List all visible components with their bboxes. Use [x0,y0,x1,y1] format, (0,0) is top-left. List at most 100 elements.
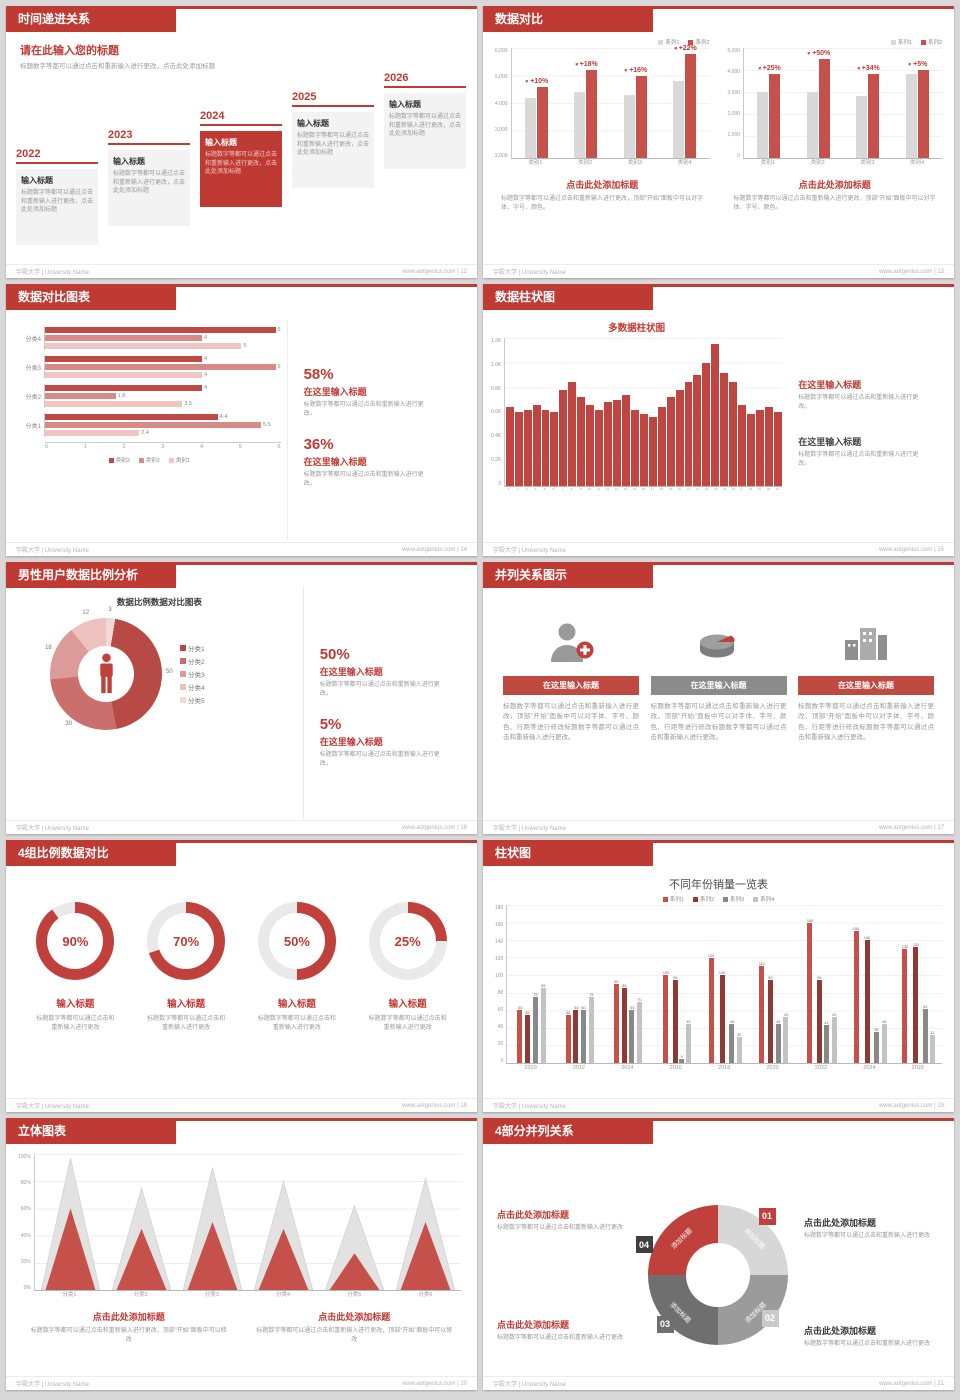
gauge-label: 输入标题 [167,999,206,1010]
column-desc: 标题数字等都可以通过点击和重新输入进行更改，顶部“开始”面板中可以对字体、字号、… [650,703,787,742]
bar-value-label: 45 [882,1019,887,1024]
x-tick-label: 3 [525,488,528,492]
slide-footer: 宇殿大学 | University Name www.aotgenius.com… [6,542,477,556]
bar [686,1023,692,1063]
bar-value-label: 30 [737,1032,742,1037]
bar [768,979,774,1063]
stat-desc: 标题数字等都可以通过点击和重新输入进行更改。 [303,471,424,487]
bar-group [550,338,559,486]
block-desc: 标题数字等都可以通过点击和重新输入进行更改。 [798,395,919,411]
slide-footer: 宇殿大学 | University Name www.aotgenius.com… [483,820,954,834]
bar-value-label: 95 [768,975,773,980]
x-tick-label: 2016 [669,1065,682,1071]
bar [523,409,532,486]
panel-heading: 点击此处添加标题 [566,180,639,190]
timeline-year: 2024 [200,110,225,122]
male-person-icon [99,653,113,694]
bar [868,74,880,158]
bar-group [586,338,595,486]
bar [45,393,116,399]
plot-area [33,1154,461,1291]
bar-value-label: 62 [922,1004,928,1009]
label-bar: 在这里输入标题 [503,676,639,695]
bar [45,364,276,370]
segment-value-label: 3 [108,607,112,614]
timeline-card-title: 输入标题 [297,119,329,128]
y-tick-label: 60 [497,1007,504,1013]
bar-value-label: 52 [832,1013,837,1018]
bar-value-label: 5 [243,343,247,349]
footer-right: www.aotgenius.com | 15 [879,546,944,553]
footer-right: www.aotgenius.com | 12 [402,268,467,275]
x-tick-label: 19 [668,488,673,492]
bar [757,92,769,158]
gauge-label: 输入标题 [388,999,427,1010]
bar-group [532,338,541,486]
bar-group [675,338,684,486]
bar-group [568,338,577,486]
x-tick-label: 2 [516,488,519,492]
panel-heading: 点击此处添加标题 [798,180,871,190]
legend-swatch [920,39,926,45]
growth-text: +16% [629,66,648,74]
timeline-card-desc: 标题数字等都可以通过点击和重新输入进行更改，点击此处添加标题 [389,114,462,138]
bar-value-label: 2.4 [141,430,149,436]
timeline-card: 输入标题 标题数字等都可以通过点击和重新输入进行更改，点击此处添加标题 [108,150,190,226]
bar [505,407,514,486]
stat-value: 36% [303,435,334,453]
x-tick-label: 类别1 [528,160,543,166]
bar [711,344,720,486]
x-tick-label: 类别4 [677,160,692,166]
legend-label: 类别3 [115,458,130,464]
x-tick-label: 分类5 [347,1292,362,1298]
chart-title: 数据比例数据对比图表 [116,597,202,607]
bar [45,327,276,333]
legend-item: 系列2 [688,38,710,46]
x-tick-label: 类别3 [860,160,875,166]
bar-group: ▲ +10% [512,48,562,158]
x-tick-label: 30 [767,488,771,492]
plot-area: ▲ +10% ▲ +18% ▲ +16% ▲ +22% [510,44,710,159]
y-tick-label: 100 [495,973,504,979]
footer-left: 宇殿大学 | University Name [493,270,566,276]
timeline-card-title: 输入标题 [113,157,145,166]
bar-value-label: 60 [517,1006,523,1011]
y-tick-label: 2,000 [727,111,741,117]
stat-desc: 标题数字等都可以通过点击和重新输入进行更改。 [319,682,440,698]
gauge-label: 输入标题 [277,999,316,1010]
slide-title: 数据柱状图 [483,284,653,310]
slide-footer: 宇殿大学 | University Name www.aotgenius.com… [483,264,954,278]
legend-label: 系列2 [699,897,714,903]
x-tick-label: 2 [122,444,126,450]
slide-title: 并列关系图示 [483,562,653,588]
legend-label: 系列2 [927,40,942,46]
bar [773,412,782,486]
x-axis: 0 1 2 3 4 5 6 [45,442,281,450]
bar-group [747,338,756,486]
chart-legend: 系列1 系列2 系列3 系列4 [495,895,942,903]
bar [806,92,818,158]
gauge-chart: 50% [257,902,336,980]
x-tick-label: 0 [45,444,49,450]
footer-left: 宇殿大学 | University Name [16,548,89,554]
y-tick-label: 0.8K [491,385,502,392]
slide-title: 数据对比图表 [6,284,176,310]
timeline-item: 2022 输入标题 标题数字等都可以通过点击和重新输入进行更改，点击此处添加标题 [16,148,98,245]
accent-line [6,1118,477,1121]
bar [764,407,773,486]
gauge-column: 50% 输入标题 标题数字等都可以通过点击和重新输入进行更改 [245,902,349,1097]
legend-item: 类别2 [138,456,160,464]
legend-item: 类别1 [168,456,190,464]
legend-label: 分类1 [188,646,205,653]
block-heading: 点击此处添加标题 [497,1210,570,1220]
x-tick-label: 类别1 [760,160,775,166]
bar [613,399,621,486]
bar-value-label: 5.5 [262,422,271,428]
y-tick-label: 0 [500,1058,504,1064]
legend-item: 系列2 [920,38,942,46]
bar [621,394,630,486]
bar [693,375,702,486]
x-tick-label: 15 [632,488,637,492]
stat-label: 在这里输入标题 [319,736,383,747]
y-tick-label: 6,000 [495,48,508,54]
